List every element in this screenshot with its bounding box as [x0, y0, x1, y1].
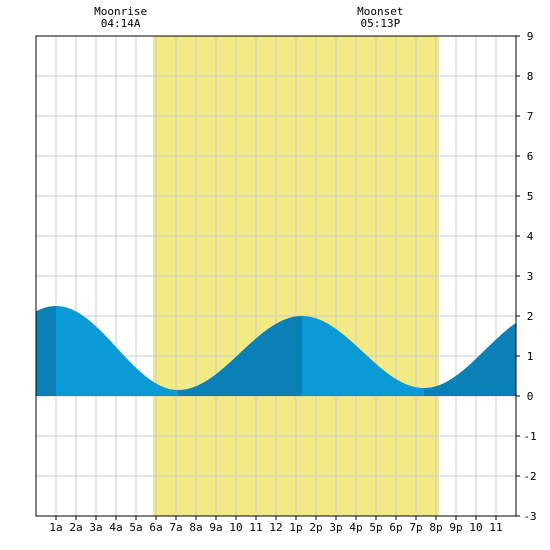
x-tick-label: 8p — [429, 521, 442, 534]
x-tick-label: 7p — [409, 521, 422, 534]
x-tick-label: 2p — [309, 521, 322, 534]
y-tick-label: 3 — [527, 270, 534, 283]
x-tick-label: 2a — [69, 521, 82, 534]
y-tick-label: 7 — [527, 110, 534, 123]
rising-tide-segment — [178, 316, 302, 396]
x-tick-label: 9a — [209, 521, 222, 534]
rising-tide-segment — [424, 322, 516, 396]
y-tick-label: 6 — [527, 150, 534, 163]
x-tick-label: 4p — [349, 521, 362, 534]
falling-tide-segment — [56, 306, 178, 396]
tide-area — [36, 306, 516, 396]
x-tick-label: 9p — [449, 521, 462, 534]
moonrise-time: 04:14A — [100, 17, 141, 30]
x-tick-label: 6p — [389, 521, 402, 534]
moonrise-title: Moonrise — [94, 5, 148, 18]
x-tick-label: 1p — [289, 521, 302, 534]
x-tick-label: 11 — [489, 521, 502, 534]
x-tick-label: 11 — [249, 521, 262, 534]
y-tick-label: 2 — [527, 310, 534, 323]
x-tick-label: 8a — [189, 521, 202, 534]
y-tick-label: 4 — [527, 230, 534, 243]
y-tick-label: 1 — [527, 350, 534, 363]
moonset-title: Moonset — [357, 5, 404, 18]
x-tick-label: 12 — [269, 521, 282, 534]
moonset-label: Moonset 05:13P — [340, 6, 420, 30]
x-tick-label: 1a — [49, 521, 62, 534]
x-tick-label: 3a — [89, 521, 102, 534]
x-axis-ticks: 1a 2a 3a 4a 5a 6a 7a 8a 9a 10 11 12 1p 2p 3p 4p 5p 6p 7p 8p… — [49, 516, 503, 534]
moonrise-label: Moonrise 04:14A — [81, 6, 161, 30]
y-tick-label: 9 — [527, 30, 534, 43]
x-tick-label: 3p — [329, 521, 342, 534]
x-tick-label: 5a — [129, 521, 142, 534]
x-tick-label: 7a — [169, 521, 182, 534]
y-tick-label: -3 — [523, 510, 536, 523]
y-axis-ticks: 9 8 7 6 5 4 3 2 1 0 -1 -2 -3 — [516, 30, 537, 523]
y-tick-label: -2 — [523, 470, 536, 483]
x-tick-label: 10 — [469, 521, 482, 534]
y-tick-label: 8 — [527, 70, 534, 83]
y-tick-label: 0 — [527, 390, 534, 403]
x-tick-label: 10 — [229, 521, 242, 534]
x-tick-label: 6a — [149, 521, 162, 534]
x-tick-label: 4a — [109, 521, 122, 534]
y-tick-label: -1 — [523, 430, 536, 443]
y-tick-label: 5 — [527, 190, 534, 203]
x-tick-label: 5p — [369, 521, 382, 534]
rising-tide-segment — [36, 306, 56, 396]
falling-tide-segment — [302, 316, 424, 396]
moonset-time: 05:13P — [360, 17, 401, 30]
grid-lines — [36, 36, 516, 516]
